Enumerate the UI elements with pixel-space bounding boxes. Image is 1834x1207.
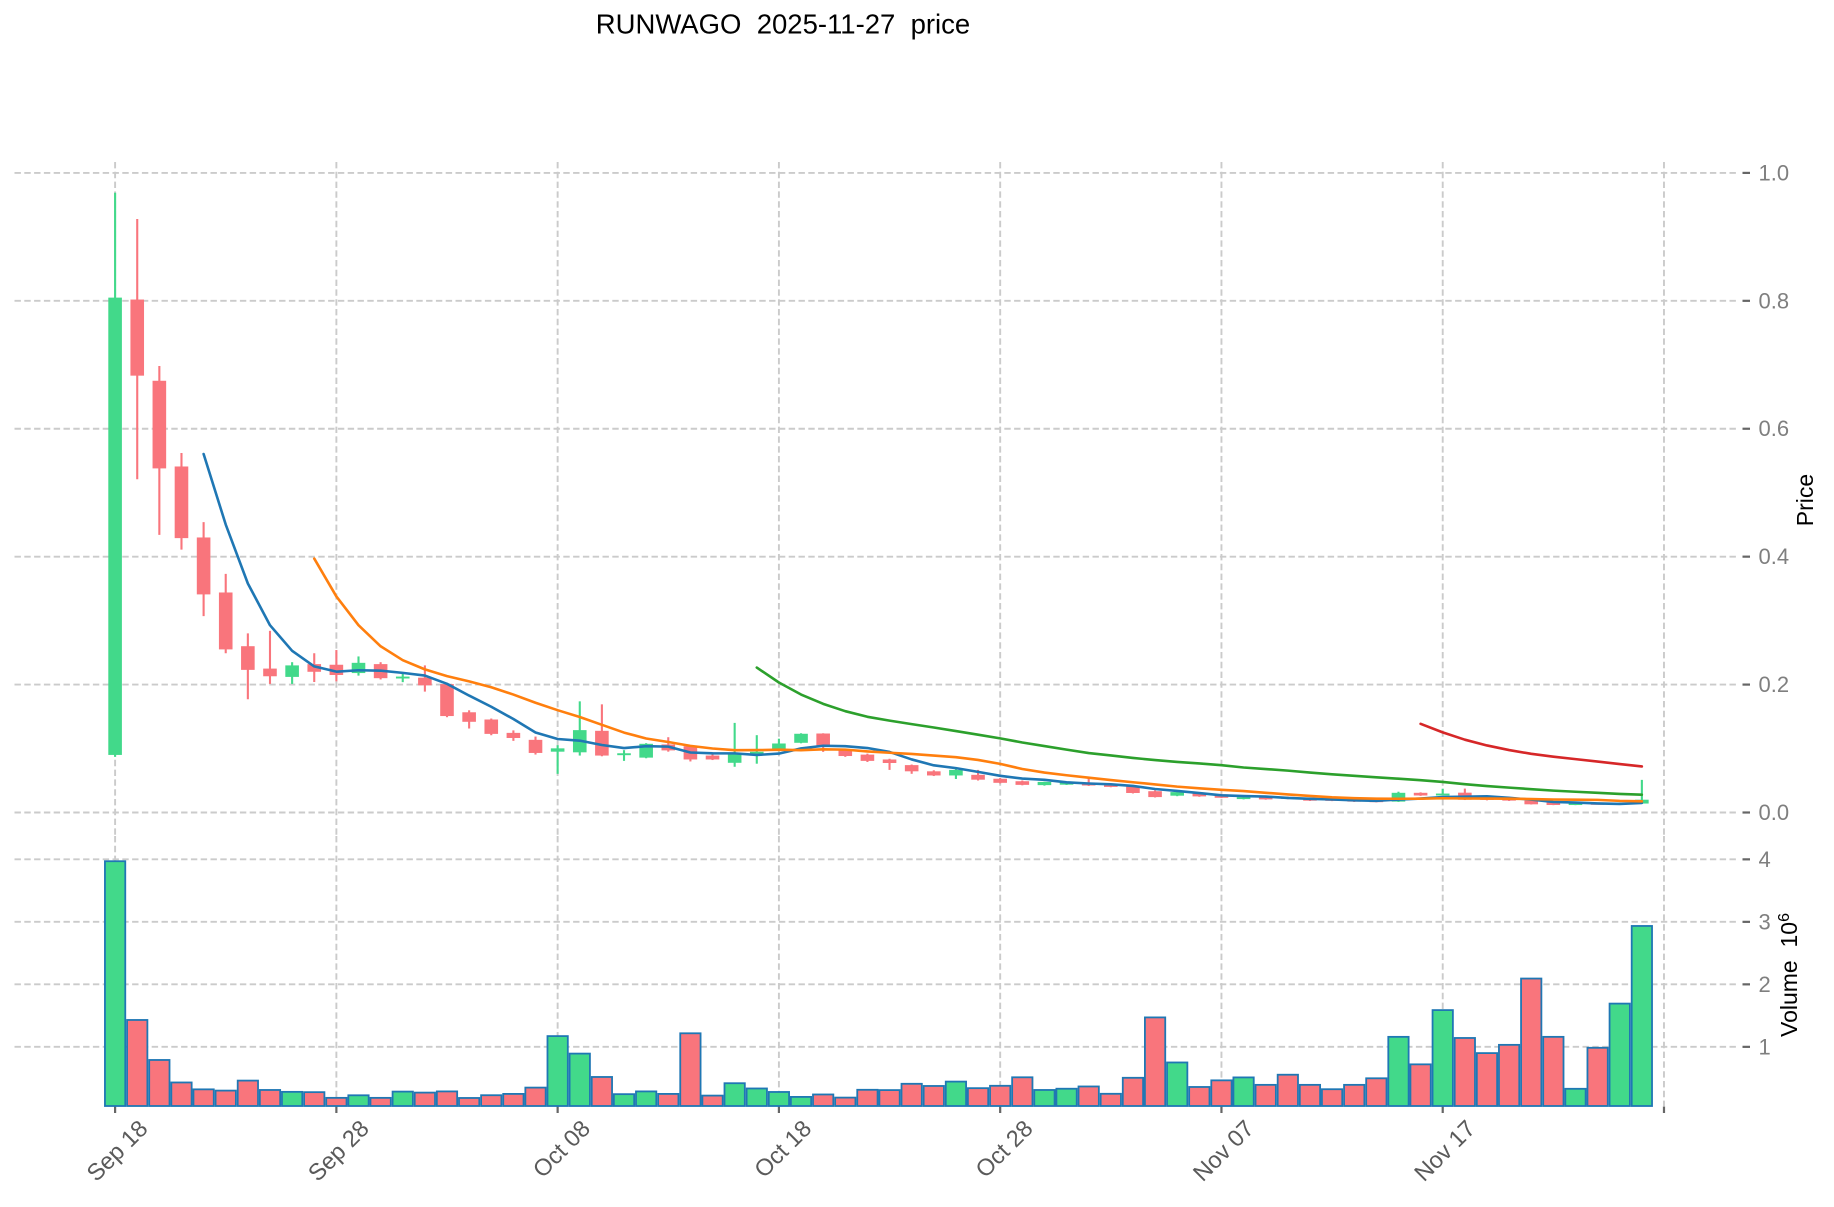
svg-text:2: 2 (1759, 972, 1771, 997)
svg-text:1: 1 (1759, 1034, 1771, 1059)
svg-text:0.6: 0.6 (1759, 416, 1790, 441)
svg-text:Price: Price (1792, 474, 1818, 526)
svg-text:RUNWAGO 2025-11-27 price: RUNWAGO 2025-11-27 price (596, 9, 970, 40)
svg-text:0.8: 0.8 (1759, 288, 1790, 313)
svg-text:Volume 106: Volume 106 (1776, 913, 1802, 1037)
svg-text:1.0: 1.0 (1759, 160, 1790, 185)
svg-text:0.0: 0.0 (1759, 800, 1790, 825)
svg-text:4: 4 (1759, 847, 1771, 872)
svg-text:3: 3 (1759, 909, 1771, 934)
svg-text:0.4: 0.4 (1759, 544, 1790, 569)
svg-text:0.2: 0.2 (1759, 672, 1790, 697)
